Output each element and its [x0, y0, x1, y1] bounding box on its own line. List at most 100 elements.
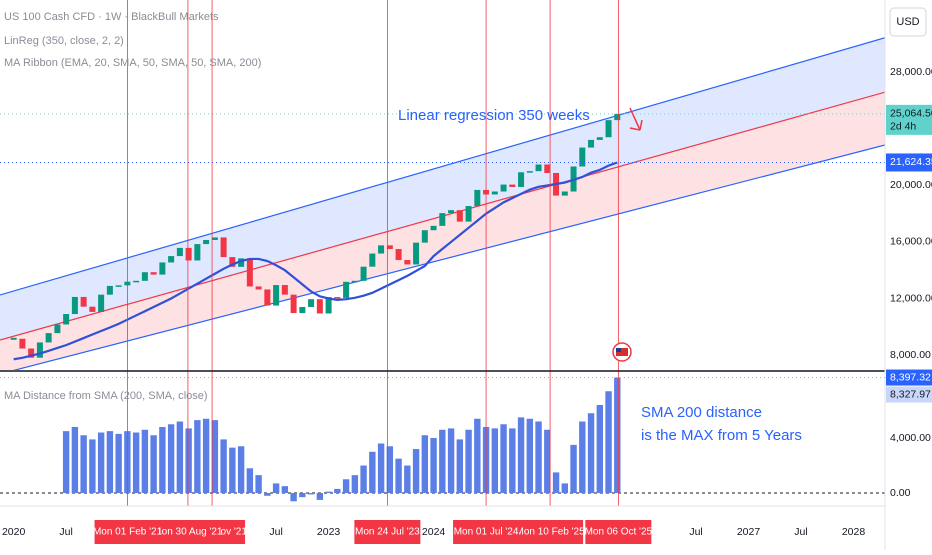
candle: [106, 285, 113, 295]
bar: [561, 483, 569, 494]
bar: [272, 483, 280, 494]
annotation: is the MAX from 5 Years: [641, 427, 802, 444]
bar: [194, 420, 201, 494]
bar: [596, 405, 603, 494]
bar: [290, 493, 297, 502]
candle: [36, 342, 43, 358]
bar: [141, 429, 149, 494]
candle: [168, 256, 175, 263]
x-tick-label: 2027: [737, 526, 761, 538]
indicator-title: MA Ribbon (EMA, 20, SMA, 50, SMA, 50, SM…: [4, 57, 261, 69]
bar: [97, 432, 105, 494]
bar: [325, 491, 332, 494]
candle: [89, 306, 96, 312]
candle: [596, 137, 603, 140]
candle: [63, 314, 70, 325]
bar: [439, 429, 446, 494]
bar: [579, 421, 586, 494]
candle: [255, 286, 262, 290]
value-label: 8,327.97: [890, 388, 931, 400]
annotation: Linear regression 350 weeks: [398, 107, 590, 124]
candle: [246, 258, 253, 287]
bar: [316, 493, 324, 500]
candle: [535, 164, 542, 172]
bar: [255, 475, 262, 494]
bar: [526, 418, 534, 494]
candle: [71, 296, 78, 315]
bar: [447, 428, 455, 494]
candle: [159, 262, 166, 275]
bar: [150, 435, 157, 494]
y-tick-label: 16,000.00: [890, 236, 932, 248]
candle: [614, 113, 621, 121]
marker-label: Mon 01 Jul '24: [454, 527, 519, 538]
bar: [115, 433, 122, 494]
bar: [465, 429, 472, 494]
candle: [150, 272, 157, 275]
currency-box[interactable]: [889, 7, 927, 37]
candle: [500, 184, 507, 192]
candle: [185, 247, 192, 261]
candle: [28, 348, 35, 358]
bar: [421, 435, 429, 494]
bar: [360, 465, 367, 494]
x-tick-label: Jul: [269, 526, 282, 538]
candle: [448, 210, 455, 214]
candle: [264, 289, 271, 306]
markers: [127, 0, 619, 506]
y-tick-label: 20,000.00: [890, 179, 932, 191]
candle: [588, 139, 595, 148]
candle: [316, 299, 323, 314]
marker-label-bg: [517, 520, 584, 544]
bar: [132, 432, 140, 494]
candle: [395, 249, 402, 261]
bar: [80, 435, 87, 494]
y-tick-label: 8,000.00: [890, 349, 931, 361]
bar: [89, 439, 96, 494]
bar: [430, 438, 437, 494]
bar: [412, 449, 420, 494]
x-tick-label: 2024: [422, 526, 446, 538]
candle: [351, 280, 358, 283]
channel-line: [0, 37, 885, 296]
value-label-bg: [886, 369, 932, 386]
y-tick-label: 28,000.00: [890, 66, 932, 78]
flag-icon: [616, 348, 628, 356]
bar: [544, 429, 551, 494]
price-label-bg: [886, 153, 932, 172]
indicator-title: MA Distance from SMA (200, SMA, close): [4, 390, 208, 402]
candle: [80, 296, 87, 307]
candle: [526, 171, 533, 173]
candle: [54, 324, 61, 334]
candle: [115, 285, 122, 287]
marker-label-bg: [585, 520, 652, 544]
marker-label: Mon 30 Aug '21: [153, 527, 223, 538]
indicator-pane: [0, 377, 885, 502]
bar: [159, 427, 166, 494]
candle: [45, 333, 52, 343]
bar: [167, 424, 175, 494]
annotation: SMA 200 distance: [641, 404, 762, 421]
bar: [570, 444, 577, 494]
indicator-title: LinReg (350, close, 2, 2): [4, 35, 124, 47]
candle: [203, 239, 210, 245]
bar: [386, 446, 394, 494]
candle: [325, 297, 332, 314]
candle: [413, 242, 420, 265]
bar: [474, 418, 481, 494]
bar: [62, 431, 70, 494]
candle: [194, 244, 201, 261]
candle: [421, 230, 428, 243]
price-label-bg: [886, 104, 932, 135]
arrow: [629, 107, 643, 131]
candle: [474, 189, 481, 207]
bar: [106, 431, 114, 494]
candle: [544, 164, 551, 173]
candle: [386, 245, 393, 250]
candle: [439, 213, 446, 226]
bar: [185, 428, 192, 494]
x-tick-label: Jul: [689, 526, 702, 538]
bar: [334, 488, 341, 494]
y-tick-label: 12,000.00: [890, 292, 932, 304]
